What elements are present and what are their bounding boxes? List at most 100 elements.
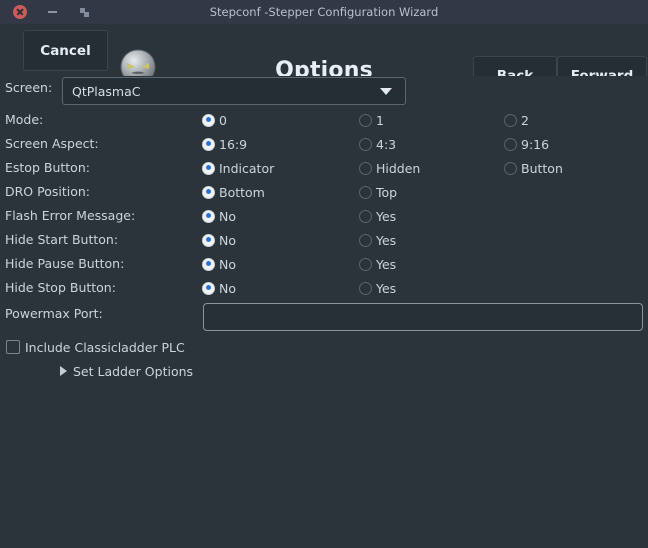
include-classicladder-checkbox[interactable]: Include Classicladder PLC (6, 336, 185, 358)
radio-option[interactable]: 9:16 (504, 132, 549, 156)
row-label: Mode: (5, 112, 44, 127)
row-dro-position: DRO Position: Bottom Top (0, 180, 648, 204)
radio-selected-icon (202, 257, 215, 271)
cancel-button[interactable]: Cancel (23, 30, 108, 71)
radio-option[interactable]: No (202, 252, 236, 276)
radio-option[interactable]: Yes (359, 276, 396, 300)
radio-option-label: 4:3 (376, 136, 397, 152)
window-titlebar: Stepconf -Stepper Configuration Wizard (0, 0, 648, 24)
radio-option[interactable]: 0 (202, 108, 227, 132)
powermax-port-field[interactable] (203, 303, 643, 331)
radio-option-label: Indicator (219, 160, 275, 176)
radio-option-label: Top (376, 184, 398, 200)
minimize-button[interactable] (44, 4, 60, 20)
radio-option-label: 1 (376, 112, 384, 128)
radio-option-label: No (219, 280, 236, 296)
maximize-icon (79, 7, 89, 17)
radio-unselected-icon (359, 281, 372, 295)
row-label: Hide Stop Button: (5, 280, 116, 295)
row-estop-button: Estop Button: Indicator Hidden Button (0, 156, 648, 180)
radio-selected-icon (202, 185, 215, 199)
row-screen-aspect: Screen Aspect: 16:9 4:3 9:16 (0, 132, 648, 156)
radio-option[interactable]: Bottom (202, 180, 265, 204)
radio-unselected-icon (359, 161, 372, 175)
close-icon (13, 5, 27, 19)
radio-option-label: 2 (521, 112, 529, 128)
radio-option[interactable]: Indicator (202, 156, 274, 180)
radio-option[interactable]: Hidden (359, 156, 420, 180)
options-form: Screen: QtPlasmaC Mode: 0 1 2 Screen Aspect:… (0, 76, 648, 548)
radio-option[interactable]: 2 (504, 108, 529, 132)
row-hide-start-button: Hide Start Button: No Yes (0, 228, 648, 252)
screen-label: Screen: (5, 80, 53, 95)
row-label: DRO Position: (5, 184, 91, 199)
radio-option-label: 9:16 (521, 136, 550, 152)
window-title: Stepconf -Stepper Configuration Wizard (209, 5, 439, 19)
radio-option[interactable]: Yes (359, 252, 396, 276)
radio-unselected-icon (504, 113, 517, 127)
radio-option[interactable]: 1 (359, 108, 384, 132)
set-ladder-options-expander[interactable]: Set Ladder Options (60, 360, 193, 382)
include-classicladder-label: Include Classicladder PLC (25, 339, 185, 355)
radio-unselected-icon (359, 113, 372, 127)
radio-option-label: 0 (219, 112, 227, 128)
radio-selected-icon (202, 209, 215, 223)
radio-unselected-icon (359, 233, 372, 247)
checkbox-icon (6, 340, 20, 354)
row-hide-stop-button: Hide Stop Button: No Yes (0, 276, 648, 300)
radio-option[interactable]: Yes (359, 228, 396, 252)
radio-option-label: Bottom (219, 184, 265, 200)
radio-unselected-icon (359, 257, 372, 271)
row-powermax-port: Powermax Port: (0, 302, 648, 332)
radio-option-label: 16:9 (219, 136, 248, 152)
radio-unselected-icon (359, 209, 372, 223)
radio-option[interactable]: 4:3 (359, 132, 396, 156)
radio-option-label: No (219, 208, 236, 224)
radio-option-label: Yes (376, 280, 397, 296)
row-mode: Mode: 0 1 2 (0, 108, 648, 132)
window-controls (0, 4, 92, 20)
radio-option-label: No (219, 232, 236, 248)
row-label: Screen Aspect: (5, 136, 99, 151)
wizard-header: Cancel (0, 24, 648, 101)
radio-selected-icon (202, 281, 215, 295)
radio-option[interactable]: No (202, 204, 236, 228)
radio-option[interactable]: No (202, 228, 236, 252)
row-hide-pause-button: Hide Pause Button: No Yes (0, 252, 648, 276)
chevron-down-icon (380, 87, 392, 95)
close-button[interactable] (12, 4, 28, 20)
powermax-port-label: Powermax Port: (5, 306, 103, 321)
radio-option-label: Yes (376, 208, 397, 224)
radio-option-label: Yes (376, 232, 397, 248)
set-ladder-options-label: Set Ladder Options (73, 363, 194, 379)
radio-option[interactable]: Button (504, 156, 563, 180)
screen-select-value: QtPlasmaC (72, 83, 141, 99)
radio-option[interactable]: Yes (359, 204, 396, 228)
radio-selected-icon (202, 233, 215, 247)
chevron-right-icon (60, 366, 67, 376)
radio-unselected-icon (359, 185, 372, 199)
row-screen: Screen: QtPlasmaC (0, 76, 648, 105)
screen-select[interactable]: QtPlasmaC (62, 77, 406, 105)
row-label: Flash Error Message: (5, 208, 136, 223)
radio-selected-icon (202, 161, 215, 175)
radio-unselected-icon (504, 137, 517, 151)
radio-unselected-icon (359, 137, 372, 151)
row-flash-error-message: Flash Error Message: No Yes (0, 204, 648, 228)
radio-option-label: No (219, 256, 236, 272)
radio-option-label: Yes (376, 256, 397, 272)
row-label: Estop Button: (5, 160, 90, 175)
radio-option[interactable]: Top (359, 180, 397, 204)
row-label: Hide Pause Button: (5, 256, 125, 271)
radio-selected-icon (202, 137, 215, 151)
radio-option[interactable]: 16:9 (202, 132, 247, 156)
radio-unselected-icon (504, 161, 517, 175)
radio-option[interactable]: No (202, 276, 236, 300)
minimize-icon (47, 11, 57, 13)
radio-option-label: Hidden (376, 160, 421, 176)
maximize-button[interactable] (76, 4, 92, 20)
powermax-port-input[interactable] (204, 304, 642, 330)
row-label: Hide Start Button: (5, 232, 119, 247)
radio-selected-icon (202, 113, 215, 127)
